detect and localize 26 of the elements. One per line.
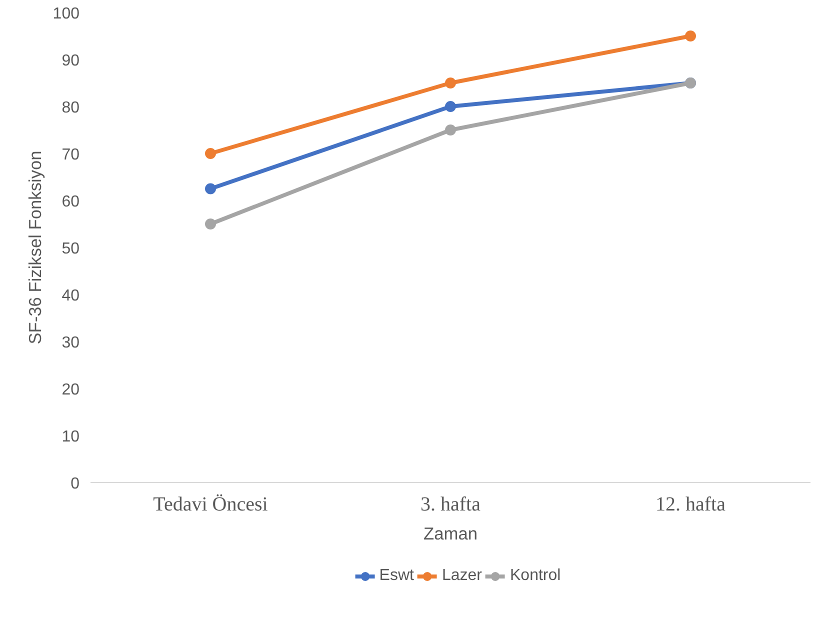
point: [445, 101, 456, 112]
point: [685, 30, 696, 42]
point: [205, 183, 216, 194]
y-tick-label: 70: [62, 146, 80, 164]
point: [445, 78, 456, 88]
point: [205, 218, 216, 230]
legend-label: Lazer: [442, 567, 482, 585]
y-tick-label: 0: [70, 476, 80, 492]
legend-label: Eswt: [379, 567, 414, 585]
y-tick-label: 60: [62, 194, 80, 210]
y-tick-label: 100: [52, 6, 80, 22]
y-tick-label: 10: [62, 428, 80, 446]
y-tick-label: 50: [62, 240, 80, 258]
x-tick-label: 12. hafta: [656, 494, 726, 516]
y-tick-label: 40: [62, 288, 80, 304]
y-tick-label: 80: [62, 100, 80, 116]
y-tick-label: 90: [62, 52, 80, 70]
y-tick-label: 30: [62, 334, 80, 352]
point: [445, 124, 456, 136]
x-tick-label: 3. hafta: [420, 494, 481, 516]
y-tick-label: 20: [62, 382, 80, 398]
x-tick-label: Tedavi Öncesi: [153, 494, 268, 516]
point: [205, 148, 216, 159]
legend-label: Kontrol: [510, 567, 561, 585]
y-axis-title: SF-36 Fiziksel Fonksiyon: [24, 150, 45, 344]
x-axis-title: Zaman: [424, 524, 478, 544]
